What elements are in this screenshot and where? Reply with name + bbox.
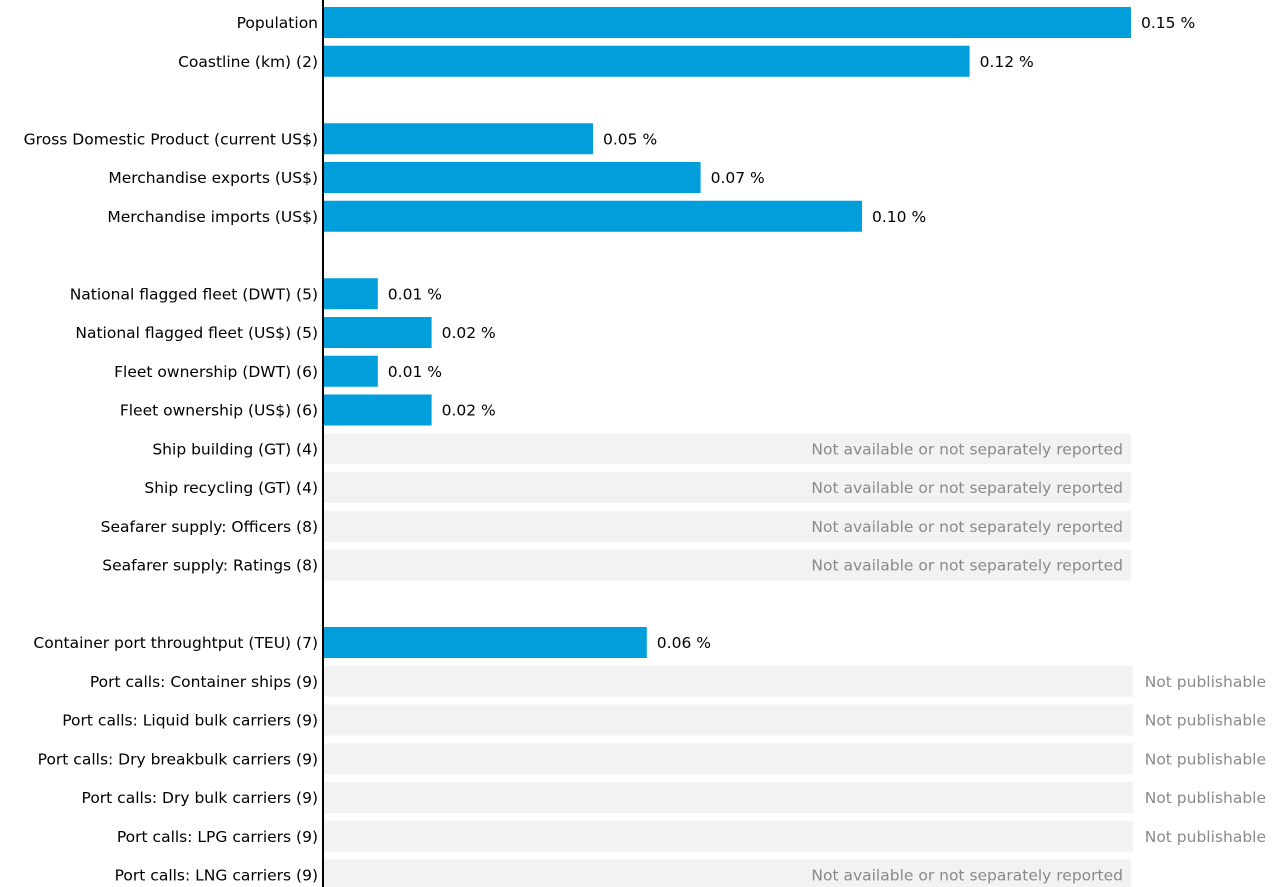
placeholder-bar bbox=[324, 704, 1133, 736]
bar bbox=[324, 627, 647, 658]
placeholder-bar bbox=[324, 859, 1131, 887]
bar bbox=[324, 162, 701, 193]
value-label: 0.06 % bbox=[657, 634, 711, 652]
placeholder-bar bbox=[324, 472, 1131, 503]
value-label: 0.01 % bbox=[388, 285, 442, 303]
not-available-note: Not available or not separately reported bbox=[811, 867, 1123, 885]
not-available-note: Not publishable bbox=[1145, 750, 1266, 768]
bar bbox=[324, 394, 432, 426]
bar bbox=[324, 7, 1131, 38]
not-available-note: Not available or not separately reported bbox=[811, 440, 1123, 458]
placeholder-bar bbox=[324, 433, 1131, 465]
category-label: Fleet ownership (DWT) (6) bbox=[114, 363, 318, 381]
category-label: Merchandise imports (US$) bbox=[107, 208, 318, 226]
bar bbox=[324, 123, 593, 155]
category-label: Ship building (GT) (4) bbox=[152, 440, 318, 458]
category-label: Port calls: Liquid bulk carriers (9) bbox=[62, 712, 318, 730]
placeholder-bar bbox=[324, 665, 1133, 697]
category-label: Seafarer supply: Officers (8) bbox=[101, 518, 318, 536]
bar bbox=[324, 45, 970, 77]
category-label: Population bbox=[237, 14, 318, 32]
category-label: National flagged fleet (US$) (5) bbox=[75, 324, 318, 342]
placeholder-bar bbox=[324, 743, 1133, 775]
not-available-note: Not publishable bbox=[1145, 712, 1266, 730]
placeholder-bar bbox=[324, 549, 1131, 581]
value-label: 0.02 % bbox=[442, 324, 496, 342]
value-label: 0.10 % bbox=[872, 208, 926, 226]
not-available-note: Not publishable bbox=[1145, 673, 1266, 691]
value-label: 0.15 % bbox=[1141, 14, 1195, 32]
not-available-note: Not publishable bbox=[1145, 828, 1266, 846]
value-label: 0.12 % bbox=[980, 53, 1034, 71]
category-label: Port calls: Container ships (9) bbox=[90, 673, 318, 691]
category-label: Port calls: Dry breakbulk carriers (9) bbox=[38, 750, 318, 768]
category-label: Merchandise exports (US$) bbox=[108, 169, 318, 187]
not-available-note: Not available or not separately reported bbox=[811, 479, 1123, 497]
category-label: Port calls: LPG carriers (9) bbox=[117, 828, 318, 846]
placeholder-bar bbox=[324, 782, 1133, 813]
bar bbox=[324, 355, 378, 387]
category-label: Port calls: Dry bulk carriers (9) bbox=[82, 789, 318, 807]
bar bbox=[324, 278, 378, 310]
bar bbox=[324, 200, 862, 232]
category-label: Coastline (km) (2) bbox=[178, 53, 318, 71]
placeholder-bar bbox=[324, 510, 1131, 542]
not-available-note: Not available or not separately reported bbox=[811, 557, 1123, 575]
value-label: 0.07 % bbox=[711, 169, 765, 187]
value-label: 0.01 % bbox=[388, 363, 442, 381]
category-label: Ship recycling (GT) (4) bbox=[144, 479, 318, 497]
value-label: 0.02 % bbox=[442, 402, 496, 420]
placeholder-bar bbox=[324, 820, 1133, 852]
category-label: Gross Domestic Product (current US$) bbox=[24, 130, 318, 148]
not-available-note: Not publishable bbox=[1145, 789, 1266, 807]
bar bbox=[324, 317, 432, 348]
category-label: Port calls: LNG carriers (9) bbox=[115, 867, 318, 885]
category-label: Seafarer supply: Ratings (8) bbox=[102, 557, 318, 575]
category-label: Container port throughtput (TEU) (7) bbox=[33, 634, 318, 652]
category-label: Fleet ownership (US$) (6) bbox=[120, 402, 318, 420]
category-label: National flagged fleet (DWT) (5) bbox=[70, 285, 318, 303]
not-available-note: Not available or not separately reported bbox=[811, 518, 1123, 536]
value-label: 0.05 % bbox=[603, 130, 657, 148]
chart-rows: Population 0.15 % Coastline (km) (2) 0.12 %… bbox=[24, 7, 1266, 887]
